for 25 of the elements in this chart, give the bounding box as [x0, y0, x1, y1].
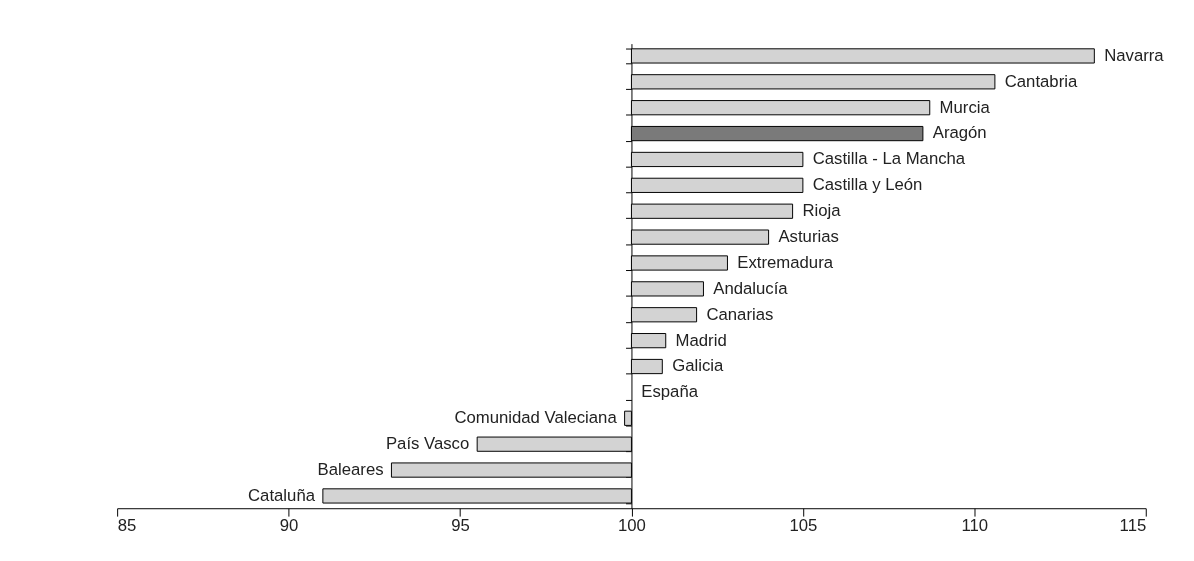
- x-tick-label: 100: [617, 516, 646, 536]
- y-tick-label: Castilla y León: [812, 175, 923, 195]
- y-tick-label: Navarra: [1104, 45, 1165, 65]
- y-tick-label: Galicia: [672, 356, 724, 376]
- y-tick-label: Aragón: [932, 123, 987, 143]
- x-tick-label: 90: [279, 516, 299, 536]
- y-tick-label: Baleares: [317, 459, 384, 479]
- y-tick-label: Canarias: [706, 304, 774, 324]
- y-tick-label: Asturias: [778, 227, 839, 247]
- y-tick-label: País Vasco: [385, 434, 470, 454]
- y-tick-label: Rioja: [802, 201, 842, 221]
- y-tick-label: Andalucía: [713, 278, 789, 298]
- y-tick-label: Cataluña: [248, 485, 316, 505]
- y-tick-label: Murcia: [939, 97, 991, 117]
- y-tick-label: Madrid: [675, 330, 727, 350]
- x-tick-label: 110: [961, 516, 989, 536]
- x-tick-label: 115: [1119, 516, 1147, 536]
- x-tick-label: 105: [789, 516, 818, 536]
- x-tick-label: 95: [451, 516, 470, 536]
- y-tick-label: Extremadura: [737, 252, 834, 272]
- y-tick-label: España: [641, 382, 699, 402]
- y-tick-label: Comunidad Valeciana: [454, 408, 618, 428]
- y-tick-label: Cantabria: [1004, 71, 1078, 91]
- y-tick-label: Castilla - La Mancha: [812, 149, 966, 169]
- x-tick-label: 85: [117, 516, 137, 536]
